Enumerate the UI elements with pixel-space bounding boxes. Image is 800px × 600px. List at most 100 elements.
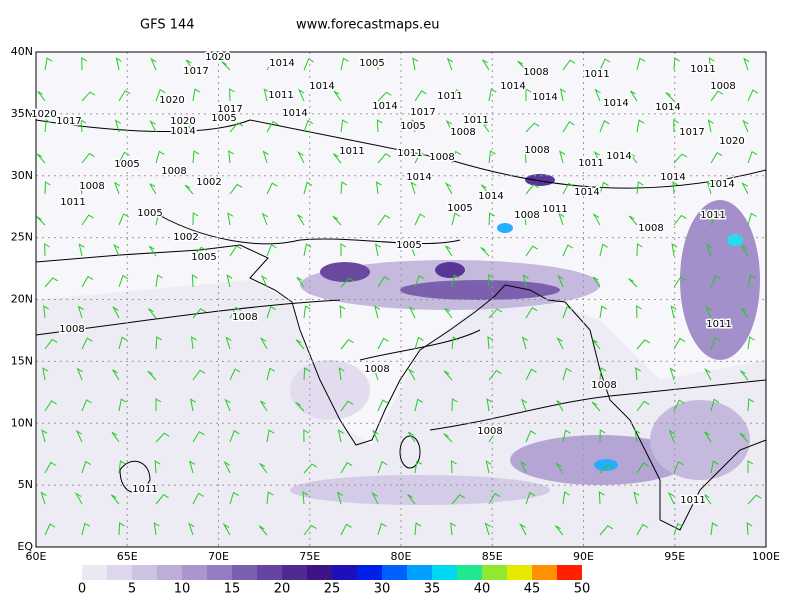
lon-tick-label: 90E [573, 550, 594, 563]
wind-barb [747, 274, 756, 288]
wind-barb [636, 119, 645, 133]
isobar-label: 1011 [339, 146, 364, 157]
wind-barb [153, 522, 160, 536]
wind-barb [190, 336, 197, 350]
wind-barb [375, 181, 382, 195]
isobar-label: 1014 [170, 126, 195, 137]
wind-barb [44, 523, 56, 536]
wind-barb [523, 212, 530, 226]
wind-barb [414, 336, 424, 350]
wind-barb [599, 463, 614, 474]
wind-barb [636, 462, 649, 474]
wind-barb [155, 274, 163, 288]
wind-barb [562, 429, 571, 443]
lon-tick-label: 100E [752, 550, 780, 563]
wind-barb [521, 336, 528, 350]
wind-barb [633, 491, 640, 505]
wind-barb [742, 119, 749, 133]
site-title: www.forecastmaps.eu [296, 18, 439, 33]
wind-barb [377, 522, 387, 536]
isobar-label: 1005 [211, 113, 236, 124]
wind-barb [710, 398, 720, 412]
colorbar-tick-label: 30 [374, 582, 391, 597]
wind-barb [303, 181, 313, 195]
isobar-label: 1008 [232, 312, 257, 323]
wind-barb [118, 522, 125, 536]
wind-barb [525, 184, 539, 195]
wind-barb [407, 494, 416, 505]
colorbar-tick-label: 40 [474, 582, 491, 597]
lon-tick-label: 70E [208, 550, 229, 563]
wind-barb [484, 522, 491, 536]
wind-barb [629, 152, 638, 164]
wind-barb [223, 460, 231, 474]
wind-barb [630, 90, 638, 102]
wind-barb [414, 398, 423, 412]
wind-barb [557, 274, 564, 288]
lon-tick-label: 75E [299, 550, 320, 563]
wind-barb [81, 57, 88, 71]
wind-barb [488, 492, 501, 505]
wind-barb [445, 245, 453, 257]
isobar-label: 1008 [710, 81, 735, 92]
isobar-label: 1008 [364, 364, 389, 375]
wind-barb [562, 367, 572, 381]
wind-barb [488, 431, 501, 443]
wind-barb [592, 276, 601, 288]
wind-barb [371, 491, 379, 505]
wind-barb [377, 460, 388, 474]
wind-barb [377, 337, 389, 350]
wind-barb [522, 274, 529, 288]
wind-barb [555, 462, 564, 474]
wind-barb [710, 90, 724, 102]
wind-barb [562, 121, 575, 133]
wind-barb [520, 460, 527, 474]
wind-barb [295, 339, 305, 350]
isobar-label: 1014 [532, 92, 557, 103]
wind-barb [636, 181, 644, 195]
wind-barb [376, 119, 383, 133]
lon-tick-label: 95E [664, 550, 685, 563]
wind-barb [558, 212, 565, 226]
wind-barb [303, 58, 314, 71]
wind-barb [40, 491, 47, 505]
colorbar-swatch [307, 565, 332, 580]
wind-barb [110, 494, 120, 505]
isobar-label: 1005 [359, 58, 384, 69]
wind-barb [184, 184, 194, 195]
wind-barb [414, 522, 422, 536]
wind-barb [599, 305, 608, 319]
wind-barb [592, 213, 601, 226]
isobar-label: 1005 [400, 121, 425, 132]
wind-barb [192, 431, 205, 443]
wind-barb [451, 336, 459, 350]
colorbar-swatch [382, 565, 407, 580]
wind-barb [407, 431, 416, 443]
wind-barb [375, 243, 381, 257]
wind-barb [524, 150, 531, 164]
wind-barb [599, 181, 609, 195]
wind-barb [266, 120, 279, 133]
isobar-label: 1014 [478, 191, 503, 202]
isobar-label: 1008 [523, 67, 548, 78]
isobar-label: 1011 [268, 90, 293, 101]
wind-barb [297, 214, 305, 226]
wind-barb [192, 308, 206, 319]
wind-barb [154, 460, 161, 474]
wind-barb [525, 368, 537, 381]
wind-barb [44, 57, 53, 71]
isobar-label: 1008 [161, 166, 186, 177]
wind-barb [261, 212, 268, 226]
isobar-label: 1005 [447, 203, 472, 214]
wind-barb [333, 153, 342, 164]
wind-barb [229, 306, 242, 319]
colorbar-tick-label: 50 [574, 582, 591, 597]
wind-barb [336, 491, 343, 505]
wind-barb [710, 336, 721, 350]
wind-barb [488, 88, 497, 102]
isobar-label: 1011 [60, 197, 85, 208]
wind-barb [224, 398, 231, 412]
wind-barb [599, 243, 608, 257]
wind-barb [76, 367, 83, 381]
